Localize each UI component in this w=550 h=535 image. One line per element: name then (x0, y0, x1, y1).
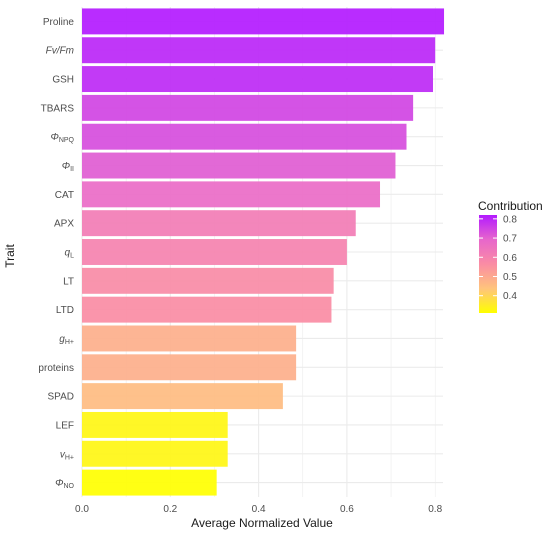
bar (82, 123, 407, 150)
x-axis-ticks: 0.0 0.2 0.4 0.6 0.8 (75, 504, 443, 515)
bar (82, 325, 297, 352)
x-axis-title: Average Normalized Value (191, 516, 333, 530)
y-tick-label: ΦII (62, 161, 74, 173)
legend-color-bar (479, 215, 497, 313)
bar (82, 383, 283, 410)
bar (82, 267, 334, 294)
x-tick-label: 0.0 (75, 504, 89, 515)
y-tick-label: ΦNPQ (50, 132, 74, 144)
y-tick-label: APX (54, 219, 74, 230)
bar (82, 181, 381, 208)
y-tick-label: LEF (56, 420, 74, 431)
x-tick-label: 0.8 (428, 504, 442, 515)
bar (82, 66, 433, 93)
y-tick-label: CAT (55, 190, 74, 201)
y-tick-label: Fv/Fm (46, 46, 74, 57)
y-axis-ticks: ΦNO vH+ LEF SPAD proteins gH+ LTD LT qL APX CAT ΦII… (38, 17, 74, 490)
x-tick-label: 0.6 (340, 504, 354, 515)
legend-tick-label: 0.5 (503, 272, 517, 283)
y-tick-label: proteins (38, 363, 74, 374)
bar (82, 411, 228, 438)
legend: Contribution 0.4 0.5 0.6 0.7 0.8 (478, 199, 543, 313)
y-tick-label: gH+ (59, 334, 74, 346)
y-tick-label: SPAD (48, 392, 75, 403)
bars (82, 8, 445, 496)
y-tick-label: ΦNO (55, 478, 74, 490)
bar (82, 239, 347, 265)
bar (82, 152, 396, 179)
bar (82, 469, 217, 496)
bar (82, 94, 414, 121)
bar (82, 296, 332, 323)
y-tick-label: TBARS (41, 103, 75, 114)
legend-tick-label: 0.4 (503, 291, 517, 302)
y-tick-label: qL (65, 248, 75, 260)
bar (82, 8, 445, 35)
y-tick-label: vH+ (60, 449, 74, 461)
bar (82, 440, 228, 467)
legend-tick-label: 0.7 (503, 234, 517, 245)
legend-ticks: 0.4 0.5 0.6 0.7 0.8 (479, 214, 517, 302)
legend-tick-label: 0.6 (503, 253, 517, 264)
x-tick-label: 0.4 (252, 504, 266, 515)
y-tick-label: Proline (43, 17, 75, 28)
legend-tick-label: 0.8 (503, 214, 517, 225)
bar (82, 354, 297, 381)
bar (82, 210, 356, 237)
y-tick-label: LTD (56, 305, 74, 316)
legend-title: Contribution (478, 199, 543, 213)
y-axis-title: Trait (3, 244, 17, 268)
y-tick-label: GSH (52, 75, 74, 86)
x-tick-label: 0.2 (163, 504, 177, 515)
bar (82, 37, 436, 64)
y-tick-label: LT (63, 276, 74, 287)
